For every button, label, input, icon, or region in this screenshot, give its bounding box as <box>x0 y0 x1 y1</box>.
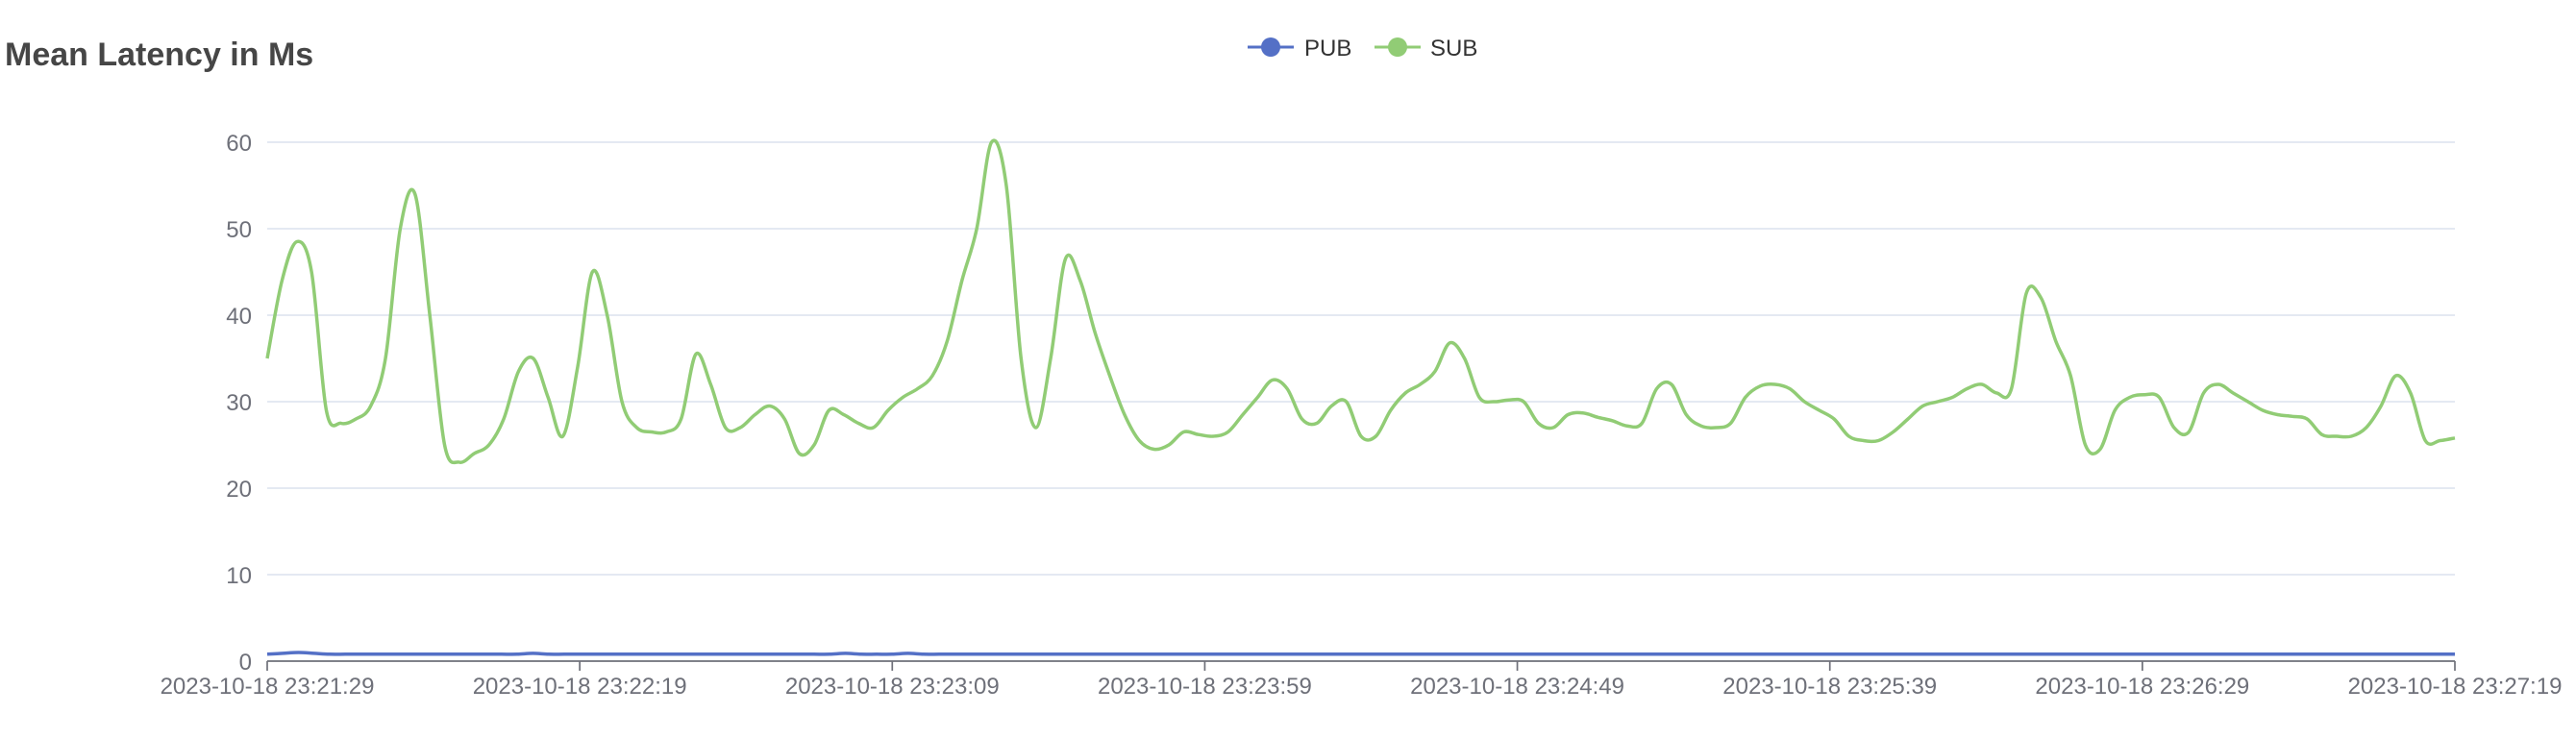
y-tick-label: 0 <box>239 650 252 676</box>
x-tick-label: 2023-10-18 23:21:29 <box>161 674 375 700</box>
legend-pub-label: PUB <box>1304 36 1351 62</box>
x-tick-label: 2023-10-18 23:26:29 <box>2035 674 2249 700</box>
legend-sub-label: SUB <box>1430 36 1477 62</box>
x-tick-label: 2023-10-18 23:27:19 <box>2348 674 2563 700</box>
x-axis: 2023-10-18 23:21:29 2023-10-18 23:22:19 20… <box>161 660 2563 700</box>
x-tick-label: 2023-10-18 23:23:09 <box>785 674 1000 700</box>
series-line-pub <box>266 651 2455 656</box>
x-tick-label: 2023-10-18 23:24:49 <box>1410 674 1624 700</box>
plot-area <box>265 138 2456 656</box>
y-tick-label: 30 <box>226 390 252 416</box>
y-tick-label: 10 <box>226 563 252 589</box>
y-tick-label: 50 <box>226 217 252 243</box>
series-line-sub <box>265 138 2456 465</box>
grid-lines <box>267 141 2455 576</box>
legend-pub-marker <box>1261 37 1280 57</box>
x-tick-label: 2023-10-18 23:23:59 <box>1098 674 1312 700</box>
x-tick-label: 2023-10-18 23:25:39 <box>1722 674 1937 700</box>
x-tick-label: 2023-10-18 23:22:19 <box>473 674 687 700</box>
y-axis: 0 10 20 30 40 50 60 <box>226 131 252 676</box>
y-tick-label: 60 <box>226 131 252 157</box>
y-tick-label: 20 <box>226 477 252 503</box>
legend-sub-marker <box>1388 37 1407 57</box>
chart-title: Mean Latency in Ms <box>5 37 313 73</box>
legend[interactable]: PUB SUB <box>1248 36 1477 62</box>
legend-item-pub[interactable]: PUB <box>1248 36 1351 62</box>
legend-item-sub[interactable]: SUB <box>1375 36 1477 62</box>
y-tick-label: 40 <box>226 304 252 330</box>
